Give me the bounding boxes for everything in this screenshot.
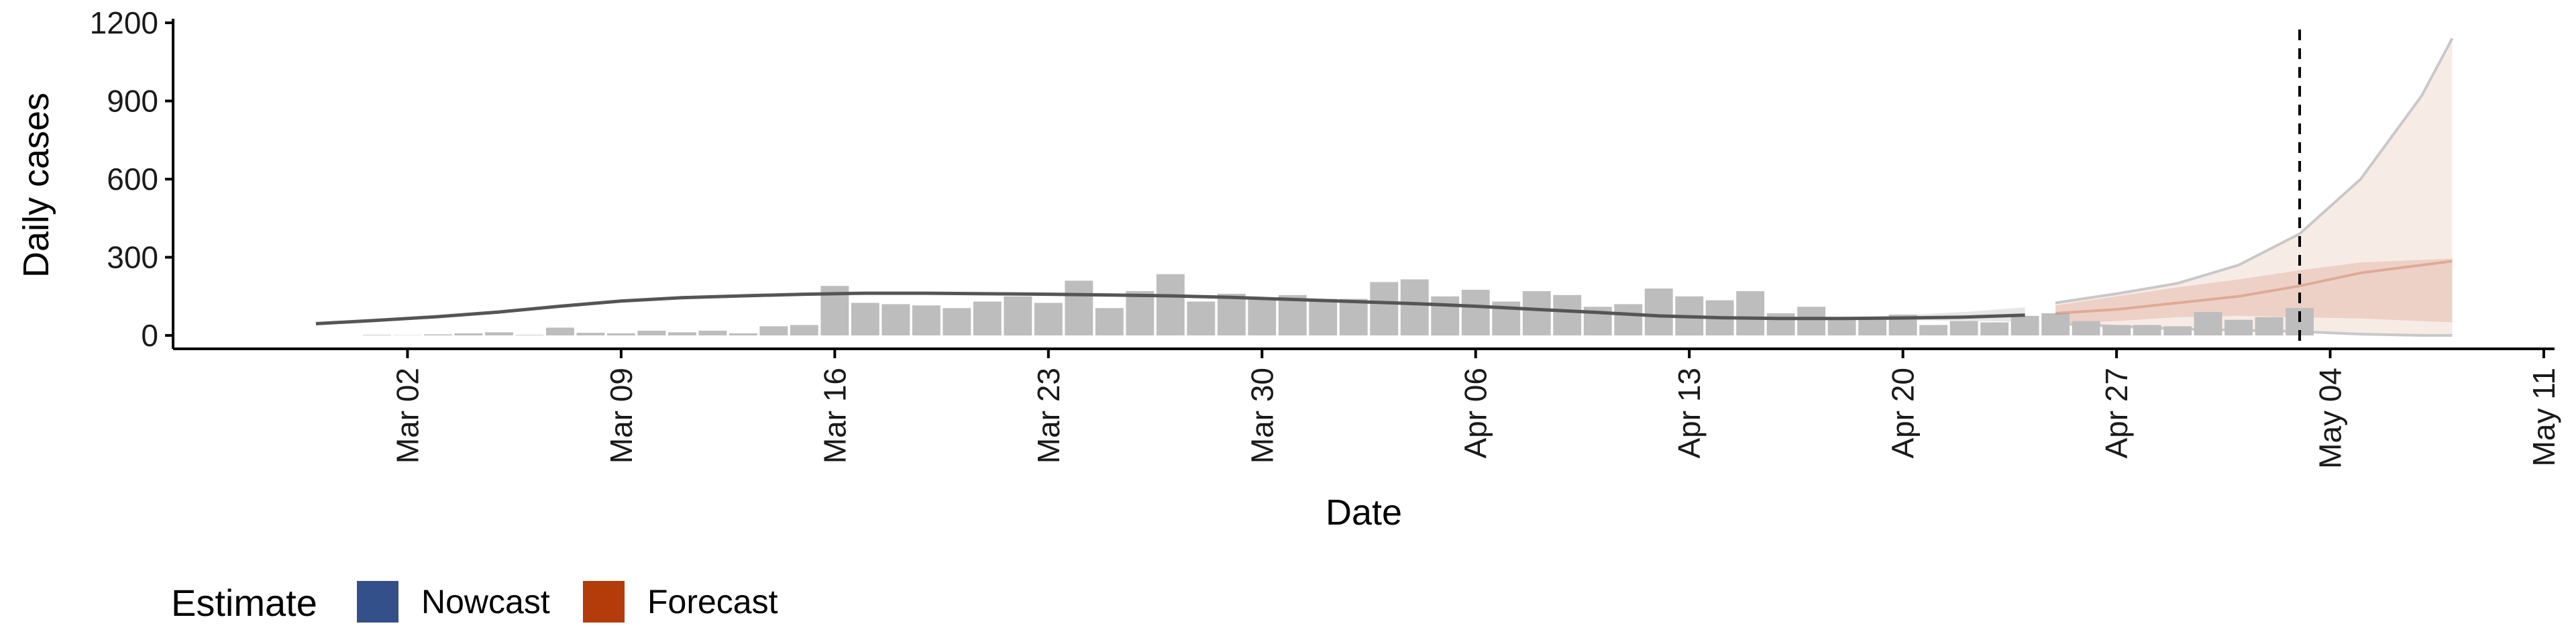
case-bar: [424, 334, 452, 335]
case-bar: [2102, 325, 2131, 335]
case-bar: [1187, 301, 1216, 335]
case-bar: [1461, 290, 1490, 335]
case-bar: [1370, 282, 1399, 335]
case-bar: [2072, 321, 2100, 335]
case-bar: [1736, 291, 1765, 335]
case-bar: [1400, 279, 1429, 335]
case-bar: [2010, 315, 2039, 335]
y-axis-title: Daily cases: [16, 93, 56, 278]
case-bar: [1431, 296, 1460, 336]
case-bar: [1858, 317, 1887, 335]
case-bar: [729, 333, 757, 335]
case-bar: [546, 327, 574, 335]
case-bar: [454, 333, 483, 335]
x-tick-label: Apr 13: [1672, 368, 1707, 459]
y-tick-label: 600: [107, 162, 158, 197]
case-bar: [1034, 303, 1063, 335]
case-bar: [912, 305, 941, 335]
case-bar: [2163, 326, 2192, 335]
x-tick-label: Apr 20: [1886, 368, 1921, 459]
case-bar: [1095, 308, 1124, 335]
case-bar: [881, 304, 910, 335]
x-tick-label: Apr 06: [1458, 368, 1493, 459]
x-ticks: Mar 02 Mar 09 Mar 16 Mar 23 Mar 30 Apr 06 Apr …: [390, 349, 2561, 469]
case-bar: [1309, 299, 1338, 335]
forecast-band-90: [2055, 38, 2453, 336]
forecast-line: [2055, 260, 2453, 315]
forecast-bands: [2055, 38, 2454, 337]
case-bar: [1644, 288, 1673, 335]
case-bar: [576, 333, 605, 335]
case-bar: [943, 308, 971, 335]
observed-case-bars: [363, 274, 2314, 336]
case-bar: [2255, 317, 2284, 335]
legend-title: Estimate: [171, 582, 317, 624]
case-bar: [1065, 280, 1093, 335]
legend-label-forecast: Forecast: [647, 583, 778, 621]
case-bar: [1278, 294, 1307, 335]
case-bar: [2041, 313, 2070, 335]
legend-label-nowcast: Nowcast: [421, 583, 550, 621]
case-bar: [759, 326, 788, 335]
x-tick-label: Mar 30: [1244, 368, 1279, 464]
case-bar: [1797, 307, 1826, 335]
case-bar: [1614, 304, 1643, 335]
case-bar: [1126, 291, 1155, 335]
case-bar: [485, 332, 513, 335]
case-bar: [1217, 293, 1246, 335]
case-bar: [1980, 322, 2009, 335]
case-bar: [2133, 325, 2161, 335]
x-tick-label: May 04: [2313, 368, 2348, 469]
case-bar: [1553, 294, 1582, 335]
legend: Estimate Nowcast Forecast: [171, 581, 778, 624]
x-tick-label: Mar 16: [817, 368, 852, 464]
forecast-upper-outline: [2055, 38, 2454, 305]
case-bar: [1766, 313, 1795, 335]
x-tick-label: Mar 23: [1031, 368, 1066, 464]
case-bar: [2194, 312, 2222, 335]
legend-swatch-forecast: [583, 581, 625, 623]
case-bar: [851, 303, 879, 335]
x-axis-title: Date: [1326, 492, 1402, 533]
case-bar: [1949, 321, 1978, 335]
case-bar: [1522, 291, 1551, 335]
case-bar: [1827, 317, 1856, 335]
axes: [172, 19, 2555, 350]
y-tick-label: 900: [107, 84, 158, 119]
nowcast-line: [315, 291, 2025, 325]
x-tick-label: May 11: [2526, 368, 2561, 466]
x-tick-label: Apr 27: [2099, 368, 2134, 459]
case-bar: [607, 333, 635, 335]
forecast-band-50: [2055, 258, 2453, 324]
case-bar: [790, 325, 818, 335]
case-bar: [698, 331, 727, 335]
case-bar: [1156, 274, 1185, 335]
x-tick-label: Mar 09: [604, 368, 639, 464]
legend-swatch-nowcast: [357, 581, 398, 623]
y-ticks: 0 300 600 900 1200: [90, 5, 173, 353]
x-tick-label: Mar 02: [390, 368, 425, 464]
case-bar: [1339, 299, 1368, 335]
y-tick-label: 1200: [90, 5, 158, 40]
case-bar: [637, 331, 666, 335]
case-bar: [2224, 319, 2253, 335]
case-bar: [973, 301, 1002, 335]
case-bar: [1919, 325, 1948, 335]
case-bar: [1248, 297, 1277, 335]
case-bar: [1004, 296, 1032, 336]
case-bar: [668, 332, 696, 335]
y-tick-label: 0: [141, 318, 158, 353]
estimate-lines: [315, 260, 2453, 325]
y-tick-label: 300: [107, 240, 158, 275]
